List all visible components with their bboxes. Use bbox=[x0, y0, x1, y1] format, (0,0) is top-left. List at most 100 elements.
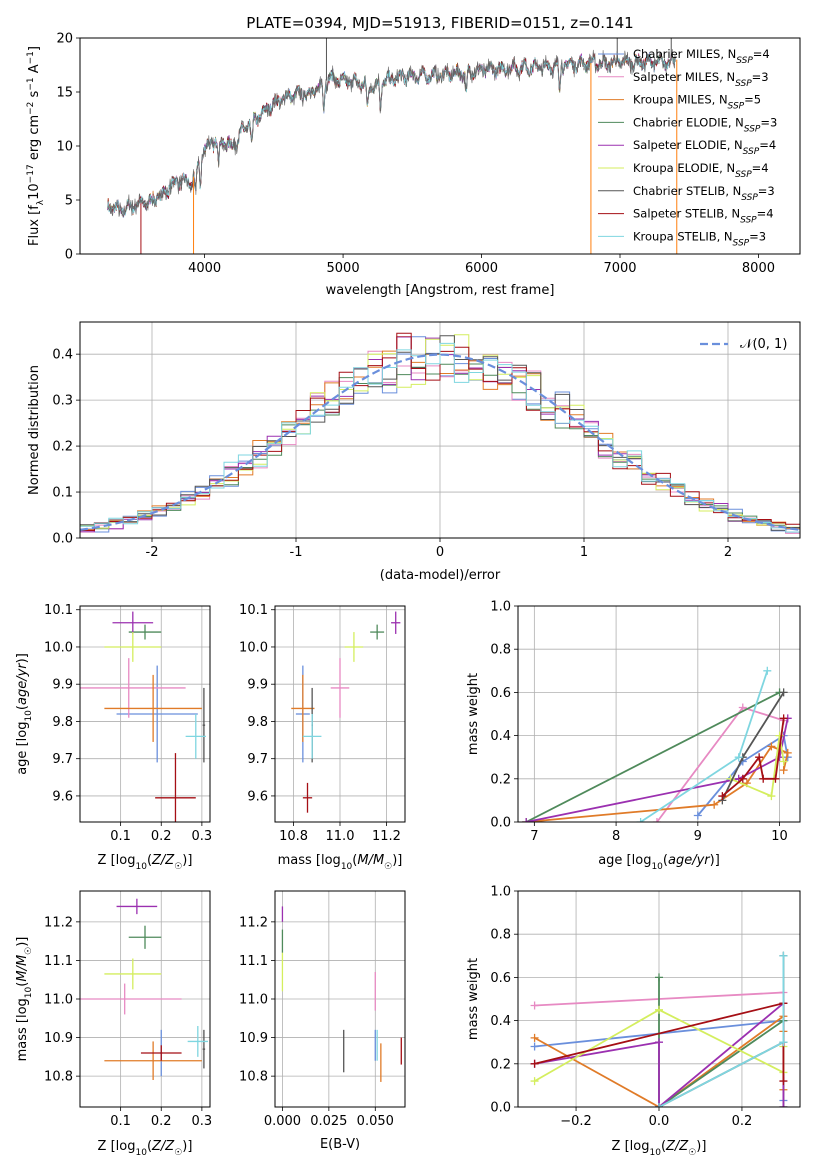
errorbar-salpeter-elodie bbox=[391, 611, 401, 634]
weight-point-marker bbox=[763, 666, 772, 675]
weight-series-kroupa-stelib bbox=[636, 666, 772, 822]
x-tick-label: 4000 bbox=[188, 261, 221, 276]
x-tick-label: 10.8 bbox=[279, 829, 308, 844]
weight-point-marker bbox=[522, 818, 531, 822]
y-tick-label: 10.0 bbox=[44, 640, 73, 655]
x-tick-label: 0.000 bbox=[264, 1114, 301, 1129]
errorbar-salpeter-stelib bbox=[140, 1045, 182, 1061]
legend-label: Kroupa MILES, NSSP=5 bbox=[633, 93, 761, 112]
plot-area-weight_vs_Z bbox=[518, 891, 800, 1107]
legend-label: Chabrier MILES, NSSP=4 bbox=[633, 47, 770, 66]
axes-mass_vs_ebv: 0.000 0.025 0.050 10.8 10.9 11.0 11.1 11.2 bbox=[239, 890, 406, 1129]
legend-label: Salpeter STELIB, NSSP=4 bbox=[633, 207, 774, 226]
weight-point-marker bbox=[759, 774, 768, 783]
weight-series-kroupa-stelib bbox=[655, 951, 788, 1107]
y-tick-label: 10.1 bbox=[44, 603, 73, 618]
errorbar-kroupa-miles bbox=[104, 674, 202, 742]
x-tick-label: 1 bbox=[580, 545, 588, 560]
legend-label: Kroupa ELODIE, NSSP=4 bbox=[633, 161, 769, 180]
y-tick-label: 0.2 bbox=[52, 440, 73, 455]
errorbar-kroupa-stelib bbox=[302, 714, 322, 759]
x-axis-label: Z [log10(Z/Z☉)] bbox=[98, 1139, 193, 1158]
plot-area-mass_vs_ebv bbox=[275, 891, 405, 1107]
y-tick-label: 10.9 bbox=[44, 1031, 73, 1046]
x-tick-label: −0.2 bbox=[560, 1114, 592, 1129]
weight-point-marker bbox=[779, 688, 788, 697]
weight-point-marker bbox=[693, 811, 702, 820]
x-tick-label: 0.050 bbox=[357, 1114, 394, 1129]
errorbar-salpeter-elodie bbox=[112, 611, 154, 634]
normal-distribution-curve bbox=[80, 353, 800, 531]
x-tick-label: 0.2 bbox=[732, 1114, 753, 1129]
legend-label: Chabrier ELODIE, NSSP=3 bbox=[633, 115, 777, 134]
y-tick-label: 0.8 bbox=[490, 643, 511, 658]
x-tick-label: -2 bbox=[146, 545, 159, 560]
errorbar-chabrier-elodie bbox=[128, 925, 162, 949]
legend-label: Chabrier STELIB, NSSP=3 bbox=[633, 184, 775, 203]
y-tick-label: 11.2 bbox=[44, 915, 73, 930]
axes-frame bbox=[517, 605, 801, 823]
x-tick-label: 0.3 bbox=[192, 1114, 213, 1129]
y-tick-label: 0.6 bbox=[490, 971, 511, 986]
y-axis-label: mass weight bbox=[466, 673, 481, 755]
y-tick-label: 9.6 bbox=[247, 789, 268, 804]
x-tick-label: 0 bbox=[436, 545, 444, 560]
y-tick-label: 0 bbox=[65, 248, 73, 263]
x-tick-label: 0.2 bbox=[151, 829, 172, 844]
axes-weight_vs_Z: −0.2 0.0 0.2 0.0 0.2 0.4 0.6 0.8 1.0 Z [log10(Z/Z… bbox=[466, 885, 801, 1158]
axes-spectrum: 4000 5000 6000 7000 8000 0 5 10 15 20 wavelength [… bbox=[26, 32, 801, 298]
axes-frame bbox=[274, 605, 406, 823]
weight-point-marker bbox=[710, 800, 719, 809]
weight-point-marker bbox=[779, 757, 788, 766]
axes-frame bbox=[79, 890, 211, 1108]
x-axis-label: wavelength [Angstrom, rest frame] bbox=[326, 283, 555, 298]
weight-line bbox=[721, 718, 785, 797]
figure-title: PLATE=0394, MJD=51913, FIBERID=0151, z=0… bbox=[246, 14, 633, 32]
x-tick-label: 9 bbox=[694, 829, 702, 844]
legend-label: 𝒩(0, 1) bbox=[740, 337, 787, 352]
y-tick-label: 9.8 bbox=[52, 715, 73, 730]
weight-point-marker bbox=[767, 742, 776, 751]
x-tick-label: 11.2 bbox=[372, 829, 401, 844]
plot-area-weight_vs_age bbox=[518, 606, 800, 822]
x-tick-label: 0.025 bbox=[310, 1114, 347, 1129]
axes-frame bbox=[79, 321, 801, 539]
x-tick-label: 2 bbox=[724, 545, 732, 560]
y-tick-label: 10 bbox=[56, 140, 73, 155]
x-tick-label: 8 bbox=[612, 829, 620, 844]
x-tick-label: 0.0 bbox=[649, 1114, 670, 1129]
y-tick-label: 0.6 bbox=[490, 686, 511, 701]
x-tick-label: 6000 bbox=[465, 261, 498, 276]
legend-label: Salpeter ELODIE, NSSP=4 bbox=[633, 138, 776, 157]
x-tick-label: 11.0 bbox=[326, 829, 355, 844]
weight-point-marker bbox=[530, 1001, 539, 1010]
weight-point-marker bbox=[779, 1077, 788, 1086]
weight-line bbox=[526, 718, 789, 822]
y-tick-label: 0.4 bbox=[490, 1014, 511, 1029]
y-tick-label: 5 bbox=[65, 194, 73, 209]
legend-label: Kroupa STELIB, NSSP=3 bbox=[633, 229, 766, 248]
errorbar-salpeter-elodie bbox=[116, 898, 158, 915]
errorbar-chabrier-stelib bbox=[202, 1029, 206, 1069]
y-axis-label: Flux [fλ10−17 erg cm−2 s−1 A−1] bbox=[26, 46, 46, 246]
axes-age_vs_mass: 10.8 11.0 11.2 9.6 9.7 9.8 9.9 10.0 10.1 mass [lo… bbox=[239, 603, 406, 872]
errorbar-kroupa-elodie bbox=[104, 958, 162, 990]
weight-point-marker bbox=[755, 753, 764, 762]
plot-area-age_vs_Z bbox=[80, 606, 210, 822]
weight-point-marker bbox=[734, 753, 743, 762]
y-tick-label: 11.0 bbox=[239, 993, 268, 1008]
weight-point-marker bbox=[530, 1077, 539, 1086]
y-tick-label: 10.1 bbox=[239, 603, 268, 618]
y-tick-label: 1.0 bbox=[490, 600, 511, 615]
errorbar-chabrier-stelib bbox=[202, 687, 206, 763]
axes-frame bbox=[274, 890, 406, 1108]
x-tick-label: 8000 bbox=[742, 261, 775, 276]
errorbar-chabrier-elodie bbox=[128, 624, 162, 640]
x-tick-label: 7 bbox=[530, 829, 538, 844]
x-tick-label: 5000 bbox=[327, 261, 360, 276]
y-axis-label: mass weight bbox=[466, 958, 481, 1040]
y-tick-label: 20 bbox=[56, 32, 73, 47]
x-tick-label: -1 bbox=[290, 545, 303, 560]
